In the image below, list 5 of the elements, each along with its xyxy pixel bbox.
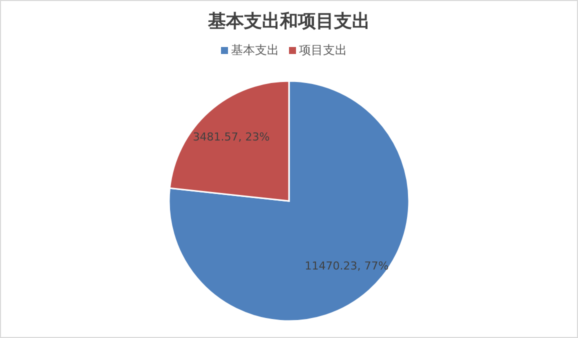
chart-title: 基本支出和项目支出 bbox=[207, 11, 370, 32]
legend-label: 基本支出 bbox=[231, 43, 279, 57]
data-label: 11470.23, 77% bbox=[304, 259, 389, 272]
data-label: 3481.57, 23% bbox=[192, 130, 270, 144]
legend-label: 项目支出 bbox=[299, 43, 347, 57]
